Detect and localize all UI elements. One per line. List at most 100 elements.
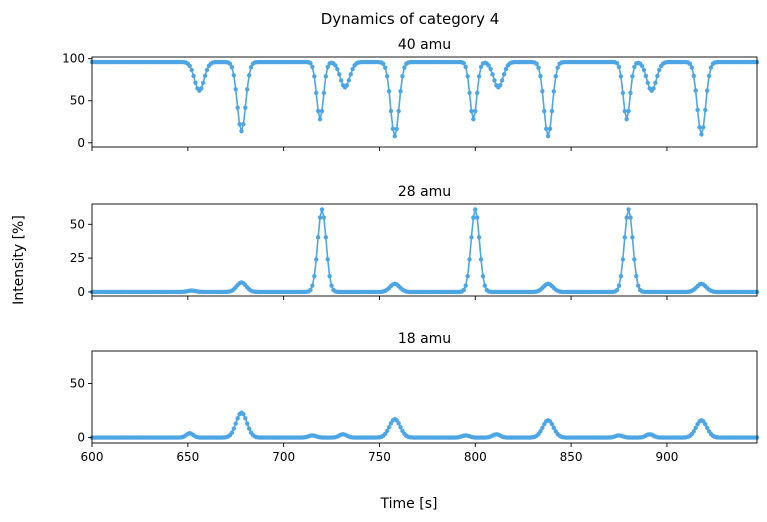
data-point <box>467 257 472 262</box>
series-line <box>92 209 757 293</box>
data-point <box>691 73 696 79</box>
data-point <box>321 215 327 220</box>
data-point <box>628 215 633 220</box>
y-tick-label: 50 <box>70 217 85 231</box>
data-point <box>689 65 695 70</box>
data-point <box>639 63 645 69</box>
data-point <box>319 207 325 212</box>
data-point <box>551 425 557 431</box>
series-markers <box>89 59 760 139</box>
data-point <box>335 66 340 72</box>
data-point <box>616 283 622 288</box>
data-point <box>314 90 319 96</box>
series-line <box>92 61 757 140</box>
data-point <box>386 425 392 430</box>
subplot-title: 18 amu <box>398 331 451 347</box>
data-point <box>635 283 641 288</box>
x-tick-label: 900 <box>655 450 678 464</box>
data-point <box>233 421 238 426</box>
data-point <box>248 65 254 70</box>
data-point <box>396 108 401 114</box>
data-point <box>693 88 698 93</box>
data-point <box>482 283 488 288</box>
data-point <box>246 426 252 431</box>
data-point <box>310 64 315 70</box>
data-point <box>549 108 555 114</box>
data-point <box>699 132 704 137</box>
data-point <box>235 105 240 110</box>
data-point <box>231 73 237 78</box>
x-tick-label: 600 <box>81 450 104 464</box>
data-point <box>634 273 639 279</box>
data-point <box>501 72 507 77</box>
data-point <box>503 66 509 72</box>
data-point <box>465 74 470 79</box>
data-point <box>697 125 702 130</box>
data-point <box>245 421 250 426</box>
data-point <box>622 108 627 114</box>
data-point <box>534 61 539 67</box>
data-point <box>691 429 696 434</box>
y-tick-label: 0 <box>77 285 85 299</box>
y-tick-label: 50 <box>70 94 85 108</box>
data-point <box>229 430 235 435</box>
data-point <box>200 80 206 86</box>
data-point <box>488 66 493 72</box>
data-point <box>402 65 407 70</box>
data-point <box>624 117 629 122</box>
data-point <box>618 74 624 79</box>
data-point <box>492 78 497 83</box>
data-point <box>630 235 635 240</box>
data-point <box>394 126 399 131</box>
data-point <box>616 64 622 70</box>
y-axis-label: Intensity [%] <box>11 215 27 305</box>
data-point <box>618 273 624 279</box>
data-point <box>348 72 353 77</box>
data-point <box>315 108 321 114</box>
data-point <box>480 273 486 279</box>
data-point <box>241 412 246 417</box>
data-point <box>193 80 198 86</box>
data-point <box>695 107 700 113</box>
data-point <box>381 61 386 67</box>
data-point <box>478 257 484 262</box>
data-point <box>547 126 553 131</box>
data-point <box>333 63 338 68</box>
data-point <box>327 273 332 279</box>
y-tick-label: 50 <box>70 376 85 390</box>
data-point <box>245 87 250 92</box>
data-point <box>549 421 555 427</box>
data-point <box>314 257 319 262</box>
subplot-1: 40 amu 0 50 100 <box>62 37 760 151</box>
data-point <box>310 283 315 288</box>
data-point <box>499 78 505 83</box>
data-point <box>620 257 626 262</box>
data-point <box>202 73 208 79</box>
data-point <box>400 74 405 79</box>
x-tick-label: 750 <box>368 450 391 464</box>
data-point <box>233 87 238 92</box>
data-point <box>632 64 637 70</box>
data-point <box>312 273 317 279</box>
data-point <box>329 283 334 288</box>
data-point <box>641 67 647 73</box>
subplot-3: 18 amu 0 50 600 650 700 750 800 850 900 <box>70 331 760 464</box>
y-tick-label: 100 <box>62 52 85 66</box>
data-point <box>687 61 693 66</box>
data-point <box>317 117 323 122</box>
data-point <box>706 73 712 79</box>
data-point <box>622 235 627 240</box>
data-point <box>498 83 503 88</box>
data-point <box>614 287 620 293</box>
data-point <box>704 425 710 431</box>
series-markers <box>89 410 760 440</box>
x-axis-label: Time [s] <box>380 496 438 512</box>
y-tick-label: 0 <box>77 431 85 445</box>
data-point <box>386 89 392 94</box>
subplot-2: 28 amu 0 25 50 <box>70 184 760 300</box>
data-point <box>243 416 248 421</box>
data-point <box>542 108 547 114</box>
data-point <box>657 67 662 73</box>
data-point <box>703 107 708 113</box>
